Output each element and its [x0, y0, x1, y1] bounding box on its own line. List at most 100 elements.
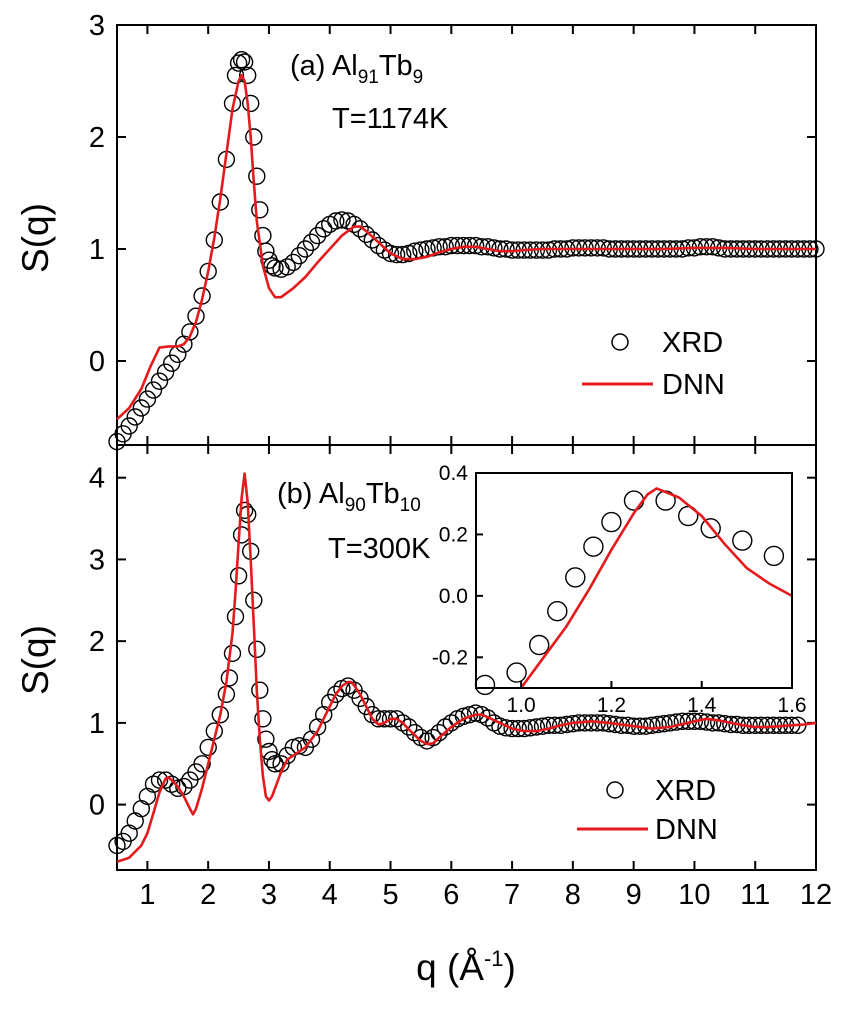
- inset-xrd-point: [565, 567, 586, 588]
- panel-a-xrd-point: [199, 262, 217, 281]
- panel-a-xrd-point: [156, 363, 175, 381]
- panel-b-y-ticks: 0 1 2 3 4: [89, 445, 817, 870]
- panel-a-composition-mid: Tb: [379, 50, 413, 82]
- panel-a-xrd-point: [120, 417, 138, 435]
- panel-a-xrd-point: [257, 242, 275, 260]
- x-tick-label-9: 10: [678, 879, 710, 911]
- panel-b-x-ticks: 1 2 3 4 5 6 7 8 9 10 11 12: [139, 879, 832, 911]
- panel-b-composition-sub2: 10: [400, 495, 421, 516]
- panel-a-xrd-point: [248, 167, 266, 185]
- panel-a-xrd-point: [363, 231, 381, 249]
- panel-b-composition-sub1: 90: [345, 495, 366, 516]
- panel-a-xrd-point: [442, 236, 460, 255]
- panel-b-xrd-point: [211, 706, 230, 724]
- panel-b-xrd-point: [199, 738, 217, 757]
- panel-b-xrd-point: [138, 787, 157, 806]
- panel-b-y-tick-label-4: 4: [89, 463, 105, 495]
- panel-a-xrd-point: [138, 390, 157, 408]
- panel-a-xrd-point: [387, 245, 406, 264]
- panel-b-xrd-point: [400, 718, 418, 736]
- panel-a-xrd-point: [460, 236, 479, 255]
- inset-xrd-point: [732, 530, 753, 551]
- inset-chart: 1.0 1.2 1.4 1.6 0.4 0.2 0.0 -0.2: [432, 462, 807, 717]
- panel-b-xrd-point: [232, 526, 251, 544]
- panel-a-xrd-point: [278, 258, 296, 276]
- inset-xrd-point: [529, 634, 550, 656]
- inset-series: [474, 487, 793, 696]
- panel-b-y-tick-label-0: 0: [89, 790, 105, 822]
- panel-a-xrd-point: [238, 66, 257, 85]
- panel-b-xrd-point: [248, 640, 266, 658]
- panel-a-legend-xrd-label: XRD: [662, 327, 723, 359]
- panel-b-y-tick-label-3: 3: [89, 544, 105, 576]
- x-tick-label-11: 12: [800, 879, 832, 911]
- x-tick-label-7: 8: [565, 879, 581, 911]
- panel-a-composition-sub1: 91: [358, 67, 379, 88]
- panel-a-y-tick-label-0: 0: [89, 346, 105, 378]
- x-axis-label: q (Å-1): [416, 946, 516, 988]
- panel-a-xrd-point: [251, 201, 269, 219]
- x-tick-label-8: 9: [626, 879, 642, 911]
- inset-xrd-point: [583, 536, 604, 557]
- x-tick-label-1: 2: [200, 879, 216, 911]
- panel-a-xrd-point: [296, 240, 315, 258]
- inset-background: [476, 473, 792, 688]
- inset-y-tick-label-1: 0.2: [439, 523, 468, 546]
- panel-a-xrd-point: [333, 211, 351, 229]
- panel-b-annotation-composition: (b) Al90Tb10: [277, 478, 421, 516]
- panel-b-xrd-point: [108, 836, 126, 855]
- panel-a-xrd-point: [357, 225, 375, 244]
- panel-a-xrd-point: [144, 381, 163, 399]
- panel-b-xrd-point: [697, 713, 716, 731]
- panel-b-annotation-temperature: T=300K: [328, 533, 431, 565]
- panel-b-xrd-point: [156, 771, 175, 789]
- panel-a-annotation-temperature: T=1174K: [332, 103, 449, 135]
- panel-b-legend-dnn-label: DNN: [655, 814, 718, 846]
- panel-b-xrd-point: [257, 730, 275, 748]
- panel-b-xrd-point: [527, 718, 546, 736]
- panel-b-xrd-point: [126, 812, 144, 830]
- panel-b-xrd-point: [254, 710, 272, 728]
- panel-b-xrd-point: [704, 714, 722, 732]
- panel-b-xrd-point: [521, 719, 539, 737]
- panel-b-xrd-point: [406, 724, 424, 742]
- panel-a-xrd-point: [245, 128, 263, 146]
- panel-b-xrd-point: [479, 709, 497, 727]
- inset-xrd-point: [547, 601, 568, 622]
- x-tick-label-0: 1: [139, 879, 155, 911]
- panel-b-legend-xrd-marker: [606, 781, 624, 799]
- panel-a-xrd-point: [302, 233, 321, 252]
- panel-a-xrd-point: [290, 246, 308, 265]
- panel-b-y-tick-label-2: 2: [89, 626, 105, 658]
- panel-b-xrd-point: [144, 775, 163, 793]
- x-axis-label-base: q (Å: [416, 947, 484, 988]
- panel-a-xrd-point: [308, 226, 327, 245]
- panel-b-xrd-point: [150, 771, 169, 789]
- x-tick-label-4: 5: [382, 879, 398, 911]
- panel-a-dnn-line: [116, 74, 816, 421]
- panel-b-dnn-line: [116, 472, 817, 864]
- x-tick-label-5: 6: [443, 879, 459, 911]
- panel-b-xrd-point: [132, 800, 151, 818]
- inset-xrd-point: [506, 662, 527, 683]
- panel-a-xrd-point: [284, 253, 302, 272]
- panel-a-composition-prefix: (a) Al: [290, 50, 358, 82]
- panel-a: 0 1 2 3 S(q) (a) Al91Tb9 T=1174K XRD DNN: [15, 10, 825, 451]
- inset-dnn-line: [520, 487, 793, 689]
- panel-a-y-axis-label: S(q): [15, 203, 56, 273]
- panel-a-y-tick-label-3: 3: [89, 10, 105, 42]
- panel-b-xrd-point: [220, 669, 239, 687]
- panel-b-composition-mid: Tb: [366, 478, 400, 510]
- panel-a-y-tick-label-1: 1: [89, 234, 105, 266]
- panel-a-y-ticks: 0 1 2 3: [89, 10, 817, 445]
- panel-a-xrd-point: [226, 66, 245, 85]
- panel-b-xrd-point: [226, 607, 245, 626]
- panel-a-xrd-point: [369, 236, 388, 255]
- x-axis-label-sup: -1: [484, 946, 504, 971]
- panel-b-xrd-point: [235, 501, 254, 520]
- panel-b-xrd-point: [369, 710, 388, 728]
- panel-a-xrd-point: [345, 215, 363, 234]
- panel-b-xrd-point: [649, 715, 667, 734]
- inset-xrd-point: [601, 511, 622, 533]
- inset-y-tick-label-3: -0.2: [432, 646, 468, 669]
